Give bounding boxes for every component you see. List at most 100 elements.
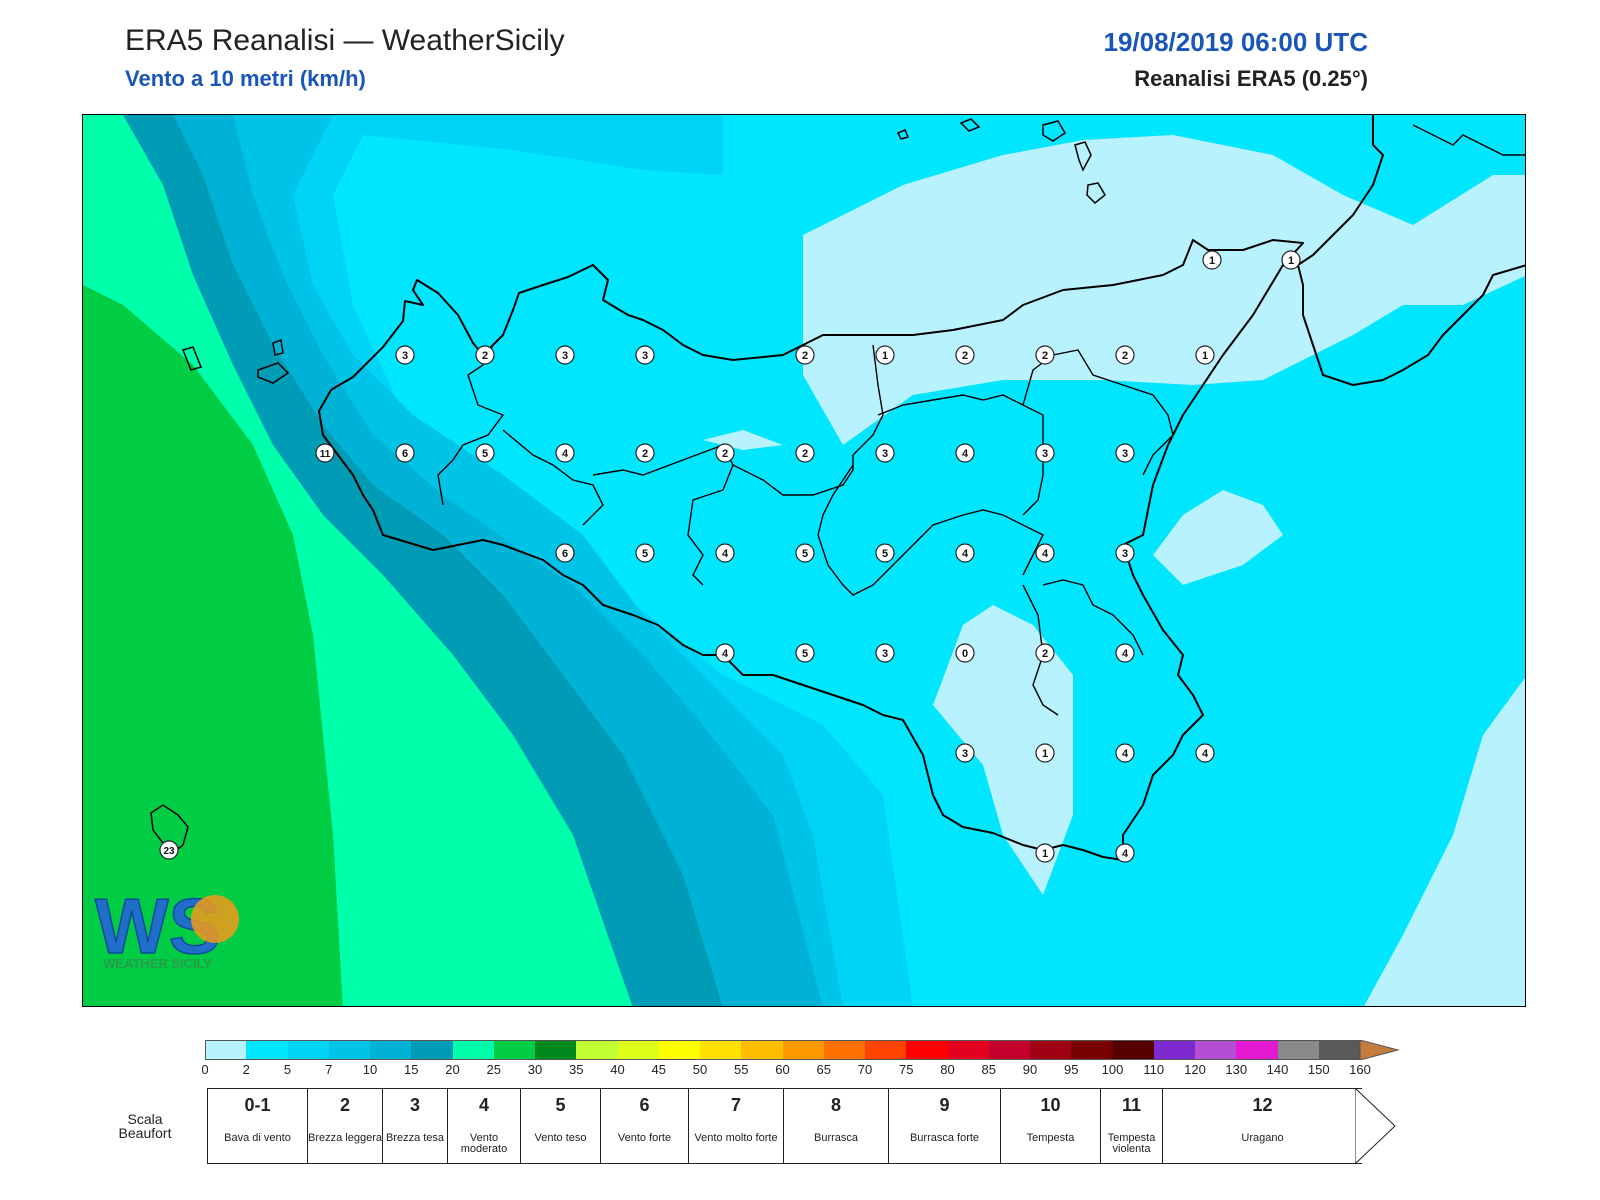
colorbar-segment: [1318, 1040, 1361, 1060]
beaufort-label: Brezza tesa: [385, 1132, 445, 1144]
station-circle: [395, 443, 415, 463]
station-value: 4: [722, 548, 729, 560]
beaufort-cell: 3 Brezza tesa: [382, 1088, 447, 1164]
station-circle: [795, 643, 815, 663]
colorbar-segment: [452, 1040, 495, 1060]
beaufort-label: Tempesta: [1026, 1132, 1075, 1144]
colorbar: [205, 1040, 1403, 1060]
colorbar-tick-label: 5: [283, 1062, 292, 1077]
station-marker: 3: [1115, 543, 1135, 563]
colorbar-tick-label: 120: [1184, 1062, 1206, 1077]
station-circle: [1035, 643, 1055, 663]
station-value: 2: [722, 448, 728, 460]
beaufort-number: 5: [555, 1095, 566, 1115]
station-marker: 4: [555, 443, 575, 463]
beaufort-title-line1: Scala: [127, 1111, 163, 1127]
colorbar-segment: [370, 1040, 412, 1060]
station-circle: [795, 345, 815, 365]
beaufort-number: 0-1: [244, 1095, 271, 1115]
colorbar-segment: [246, 1040, 288, 1060]
beaufort-label: Uragano: [1241, 1132, 1284, 1144]
station-value: 4: [722, 648, 729, 660]
station-marker: 6: [555, 543, 575, 563]
colorbar-segment: [1112, 1040, 1155, 1060]
station-value: 5: [802, 548, 808, 560]
weathersicily-logo: WS WEATHER SICILY: [94, 881, 239, 971]
beaufort-cell: 11 Tempesta violenta: [1100, 1088, 1162, 1164]
colorbar-segment: [493, 1040, 536, 1060]
beaufort-label: Bava di vento: [224, 1132, 291, 1144]
station-circle: [1035, 743, 1055, 763]
station-marker: 1: [875, 345, 895, 365]
station-value: 5: [482, 448, 488, 460]
beaufort-label: Burrasca: [813, 1132, 859, 1144]
wind-map: WS WEATHER SICILY 3 2 3 3 2 1 2 2 2 1 1 1 11 6 5 4 2 2 2 3 4…: [82, 114, 1526, 1007]
station-value: 4: [1122, 848, 1129, 860]
colorbar-segment: [1277, 1040, 1320, 1060]
beaufort-cell: 12 Uragano: [1162, 1088, 1362, 1164]
station-marker: 3: [955, 743, 975, 763]
calabria-coastline: [1297, 115, 1525, 386]
station-marker: 5: [795, 543, 815, 563]
station-circle: [1195, 345, 1215, 365]
wind-band-30-plus: [83, 285, 343, 1006]
calm-area-east: [1153, 490, 1283, 585]
station-marker: 2: [475, 345, 495, 365]
station-marker: 2: [795, 443, 815, 463]
colorbar-tick-label: 140: [1266, 1062, 1289, 1077]
station-value: 3: [962, 748, 968, 760]
logo-caption: WEATHER SICILY: [103, 956, 212, 971]
station-marker: 1: [1035, 843, 1055, 863]
colorbar-tick-label: 60: [775, 1062, 790, 1077]
colorbar-tick-label: 2: [242, 1062, 250, 1077]
station-circle: [1115, 345, 1135, 365]
station-value: 5: [802, 648, 808, 660]
station-value: 5: [882, 548, 888, 560]
station-value: 3: [562, 350, 568, 362]
beaufort-label: Vento forte: [617, 1132, 672, 1144]
station-marker: 3: [395, 345, 415, 365]
station-marker: 1: [1035, 743, 1055, 763]
islands: [150, 118, 1106, 855]
station-circle: [475, 345, 495, 365]
colorbar-segment: [411, 1040, 453, 1060]
station-marker: 2: [1035, 643, 1055, 663]
station-marker: 2: [715, 443, 735, 463]
station-circle: [875, 345, 895, 365]
beaufort-cell: 9 Burrasca forte: [888, 1088, 1000, 1164]
station-value: 3: [1122, 548, 1128, 560]
colorbar-tick-label: 70: [857, 1062, 873, 1077]
colorbar-segment: [988, 1040, 1031, 1060]
station-value: 23: [163, 846, 175, 857]
station-circle: [1115, 643, 1135, 663]
station-marker: 4: [1115, 743, 1135, 763]
forecast-date: 19/08/2019 06:00 UTC: [1103, 27, 1368, 57]
beaufort-number: 11: [1121, 1095, 1142, 1115]
colorbar-tick-label: 90: [1022, 1062, 1038, 1077]
beaufort-number: 4: [478, 1095, 489, 1115]
station-circle: [715, 443, 735, 463]
station-value: 2: [642, 448, 648, 460]
beaufort-number: 3: [409, 1095, 420, 1115]
station-value: 1: [882, 350, 888, 362]
station-circle: [875, 543, 895, 563]
station-marker: 6: [395, 443, 415, 463]
logo-letter-w: WS: [95, 882, 221, 970]
beaufort-label: Vento teso: [534, 1132, 587, 1144]
station-circle: [1035, 843, 1055, 863]
station-marker: 11: [315, 443, 335, 463]
beaufort-cell: 7 Vento molto forte: [688, 1088, 783, 1164]
station-circle: [875, 443, 895, 463]
beaufort-cell: 0-1 Bava di vento: [207, 1088, 307, 1164]
beaufort-cell: 5 Vento teso: [520, 1088, 600, 1164]
beaufort-number: 8: [830, 1095, 841, 1115]
station-value: 2: [1042, 648, 1048, 660]
station-circle: [555, 543, 575, 563]
station-marker: 4: [715, 543, 735, 563]
station-marker: 4: [1115, 643, 1135, 663]
beaufort-label: Burrasca forte: [909, 1132, 980, 1144]
station-circle: [635, 543, 655, 563]
station-circle: [635, 443, 655, 463]
beaufort-title: Scala Beaufort: [110, 1112, 180, 1140]
station-marker: 0: [955, 643, 975, 663]
